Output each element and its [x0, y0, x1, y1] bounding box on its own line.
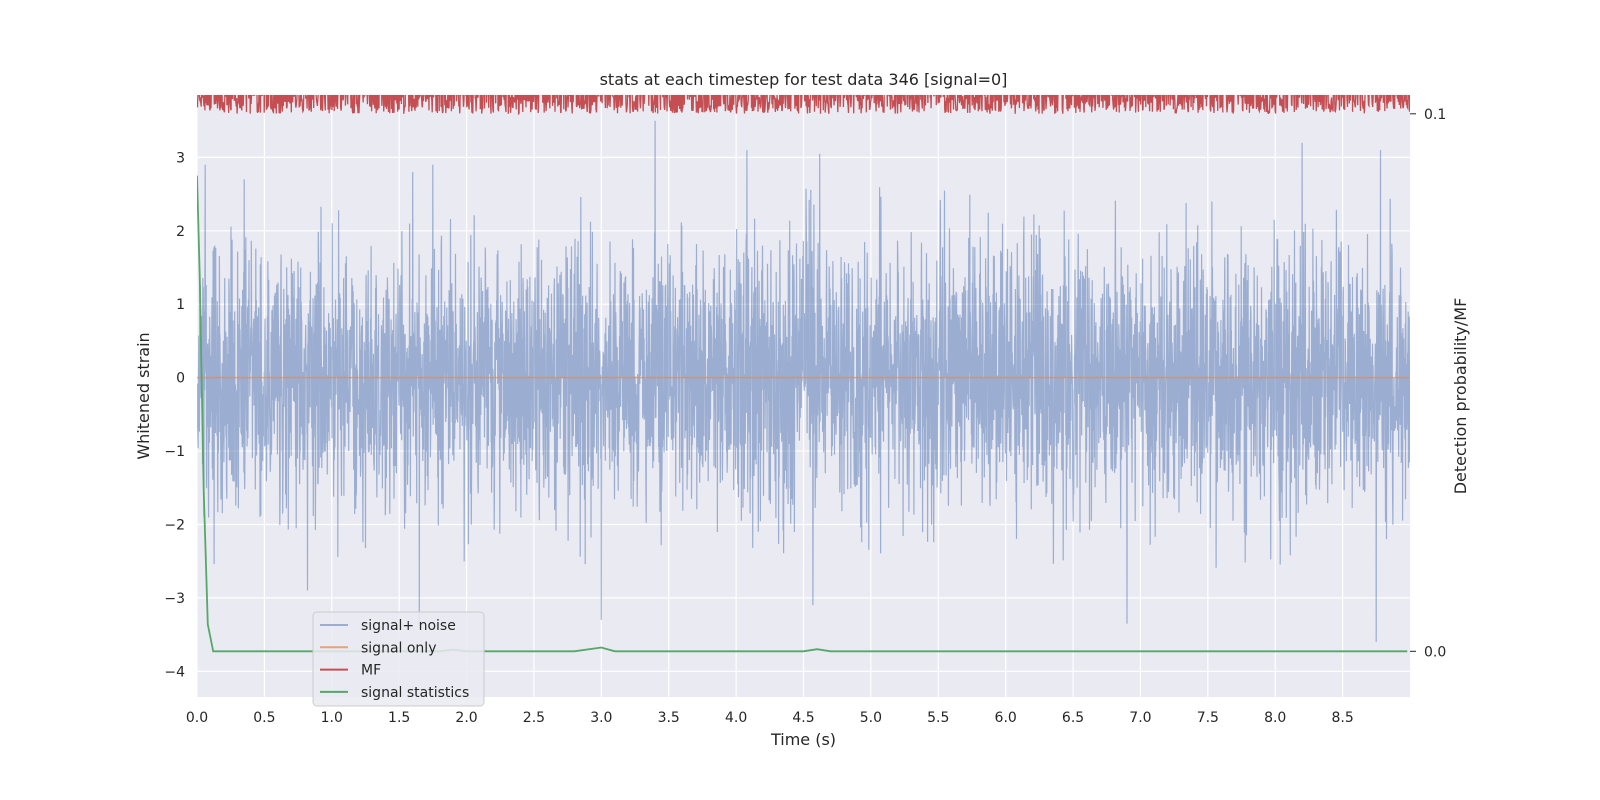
series-mf-line	[197, 95, 1410, 116]
x-tick-label: 4.5	[792, 710, 814, 726]
legend-box	[312, 611, 485, 707]
y2-tick-label: 0.1	[1424, 107, 1446, 123]
x-tick-label: 5.0	[860, 710, 882, 726]
legend: signal+ noise signal only MF signal statist…	[312, 611, 485, 707]
chart-title: stats at each timestep for test data 346…	[600, 70, 1008, 89]
y2-axis-label: Detection probability/MF	[1451, 298, 1470, 495]
x-tick-label: 7.5	[1197, 710, 1219, 726]
x-tick-label: 1.0	[321, 710, 343, 726]
x-tick-label: 4.0	[725, 710, 747, 726]
x-tick-label: 6.0	[995, 710, 1017, 726]
y2-tick-label: 0.0	[1424, 644, 1446, 660]
legend-item-label: signal only	[361, 640, 436, 656]
x-tick-label: 7.0	[1129, 710, 1151, 726]
y-tick-label: −1	[164, 444, 185, 460]
x-tick-label: 8.0	[1264, 710, 1286, 726]
legend-item-label: signal statistics	[361, 685, 469, 701]
y-tick-label: −2	[164, 517, 185, 533]
y-tick-label: −4	[164, 664, 185, 680]
x-tick-label: 2.5	[523, 710, 545, 726]
x-tick-label: 3.5	[658, 710, 680, 726]
y-axis-label: Whitened strain	[134, 332, 153, 459]
x-tick-label: 6.5	[1062, 710, 1084, 726]
y-tick-label: 1	[176, 297, 185, 313]
x-tick-label: 3.0	[590, 710, 612, 726]
y-tick-label: 0	[176, 371, 185, 387]
y-tick-label: 2	[176, 224, 185, 240]
legend-item-label: MF	[361, 663, 381, 679]
y-tick-label: 3	[176, 150, 185, 166]
x-tick-label: 2.0	[455, 710, 477, 726]
legend-item-label: signal+ noise	[361, 618, 456, 634]
series-layer	[197, 95, 1410, 653]
y-tick-label: −3	[164, 591, 185, 607]
x-tick-label: 0.0	[186, 710, 208, 726]
x-tick-label: 8.5	[1331, 710, 1353, 726]
x-tick-label: 1.5	[388, 710, 410, 726]
x-tick-label: 5.5	[927, 710, 949, 726]
ticks: 0.0 0.5 1.0 1.5 2.0 2.5 3.0 3.5 4.0 4.5 5.0 5.5 6.0 6…	[164, 107, 1446, 726]
x-tick-label: 0.5	[253, 710, 275, 726]
x-axis-label: Time (s)	[770, 730, 836, 749]
